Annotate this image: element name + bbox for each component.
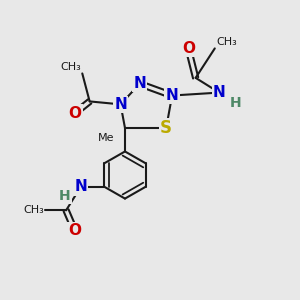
Text: H: H [230, 96, 241, 110]
Text: N: N [133, 76, 146, 91]
Text: O: O [182, 41, 195, 56]
Text: O: O [68, 224, 81, 238]
Text: Me: Me [98, 133, 115, 143]
Text: S: S [160, 119, 172, 137]
Text: N: N [74, 179, 87, 194]
Text: N: N [213, 85, 226, 100]
Text: N: N [114, 97, 127, 112]
Text: CH₃: CH₃ [216, 37, 237, 47]
Text: CH₃: CH₃ [23, 206, 44, 215]
Text: CH₃: CH₃ [60, 62, 81, 72]
Text: O: O [68, 106, 81, 121]
Text: H: H [59, 189, 70, 202]
Text: N: N [166, 88, 178, 103]
